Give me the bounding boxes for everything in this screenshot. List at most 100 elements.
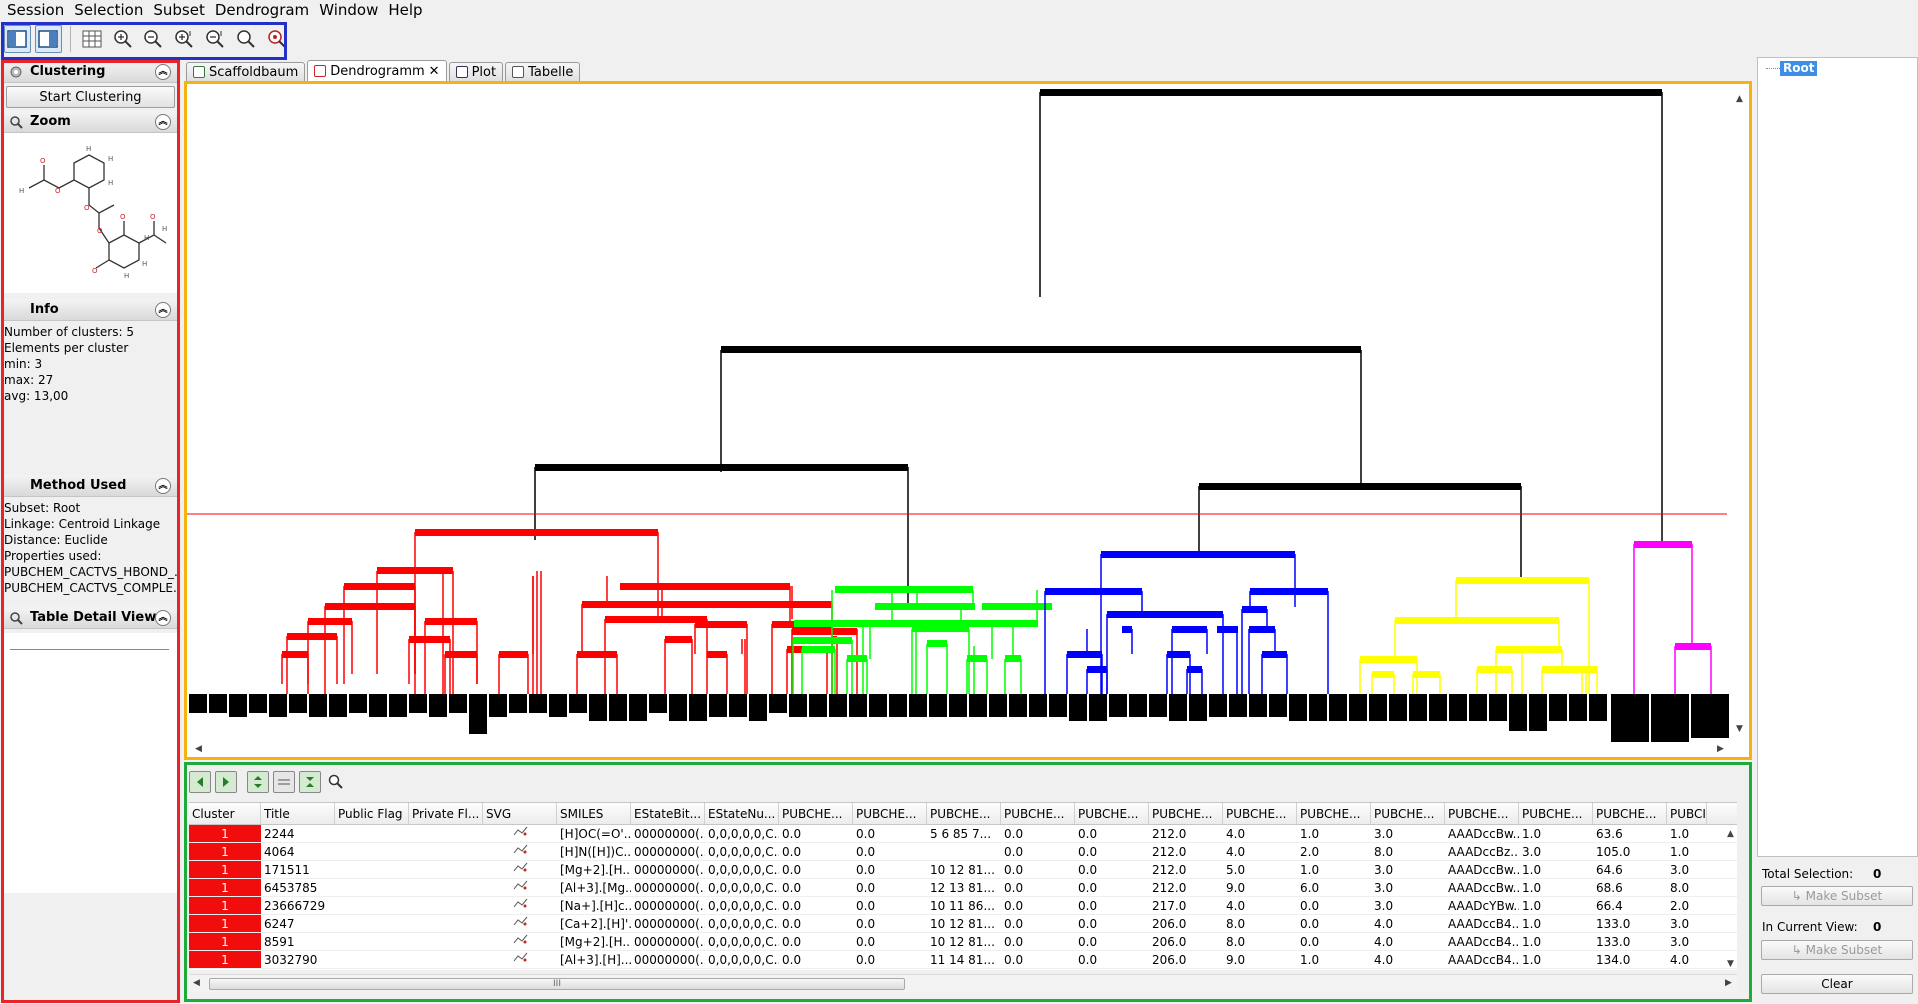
layout-left-icon[interactable] <box>4 25 31 53</box>
column-header[interactable]: PUBCHE... <box>1001 803 1075 824</box>
menu-subset[interactable]: Subset <box>153 1 205 19</box>
zoom-title: Zoom <box>30 114 71 129</box>
column-header[interactable]: PUBCHE... <box>1445 803 1519 824</box>
dendrogram-canvas[interactable] <box>187 84 1749 757</box>
column-header[interactable]: SMILES <box>557 803 631 824</box>
table-cell: 10 12 81... <box>930 917 995 931</box>
dendrogram-view[interactable]: ▲ ▼ ◀ ▶ <box>187 84 1749 757</box>
subset-tree[interactable]: Root <box>1757 57 1918 857</box>
make-subset-view-button[interactable]: ↳ Make Subset <box>1761 940 1913 960</box>
search-icon[interactable] <box>325 771 347 793</box>
data-table[interactable]: Cluster Title Public Flag Private Fl... SVG S… <box>189 802 1737 970</box>
menu-window[interactable]: Window <box>319 1 379 19</box>
column-header[interactable]: PUBCHE... <box>779 803 853 824</box>
next-icon[interactable] <box>215 771 237 793</box>
table-row[interactable]: 1 2244 [H]OC(=O'... 00000000(... 0,0,0,0,0,C… <box>189 825 1737 843</box>
menu-session[interactable]: Session <box>7 1 65 19</box>
zoom-in-icon[interactable] <box>232 25 259 53</box>
table-row[interactable]: 1 8591 [Mg+2].[H... 00000000(... 0,0,0,0,0,C… <box>189 933 1737 951</box>
tab-scaffoldbaum[interactable]: Scaffoldbaum <box>186 62 306 81</box>
column-header[interactable]: PUBCI <box>1667 803 1707 824</box>
collapse-icon[interactable]: ︽ <box>155 114 171 130</box>
tab-dendrogramm[interactable]: Dendrogramm ✕ <box>307 60 447 81</box>
column-header[interactable]: Cluster <box>189 803 261 824</box>
tab-plot[interactable]: Plot <box>448 62 504 81</box>
scroll-up-icon[interactable]: ▲ <box>1736 94 1743 104</box>
table-row[interactable]: 1 6453785 [Al+3].[Mg... 00000000(... 0,0,0,0… <box>189 879 1737 897</box>
make-subset-button[interactable]: ↳ Make Subset <box>1761 886 1913 906</box>
collapse-icon[interactable]: ︽ <box>155 610 171 626</box>
tree-node-root[interactable]: Root <box>1780 61 1818 76</box>
prev-icon[interactable] <box>189 771 211 793</box>
info-header[interactable]: Info ︽ <box>4 299 177 321</box>
zoom-header[interactable]: Zoom ︽ <box>4 111 177 133</box>
menu-help[interactable]: Help <box>388 1 423 19</box>
zoom-in-x-icon[interactable] <box>109 25 136 53</box>
start-clustering-button[interactable]: Start Clustering <box>6 86 175 108</box>
table-cell: 4.0 <box>1226 845 1246 859</box>
table-detail-header[interactable]: Table Detail View ︽ <box>4 607 177 629</box>
column-header[interactable]: Private Fl... <box>409 803 483 824</box>
scrollbar-thumb[interactable]: III <box>209 978 905 990</box>
info-line: Elements per cluster <box>4 341 129 355</box>
clear-button[interactable]: Clear <box>1761 974 1913 994</box>
column-header[interactable]: SVG <box>483 803 557 824</box>
scroll-down-icon[interactable]: ▼ <box>1736 724 1743 734</box>
zoom-out-y-icon[interactable] <box>202 25 229 53</box>
scroll-right-icon[interactable]: ▶ <box>1725 978 1732 988</box>
table-cell: 3.0 <box>1374 899 1394 913</box>
column-header[interactable]: EStateNu... <box>705 803 779 824</box>
column-header[interactable]: EStateBit... <box>631 803 705 824</box>
expand-rows-icon[interactable] <box>247 771 269 793</box>
row-height-icon[interactable] <box>273 771 295 793</box>
scroll-left-icon[interactable]: ◀ <box>195 744 202 754</box>
zoom-reset-icon[interactable] <box>263 25 290 53</box>
scroll-right-icon[interactable]: ▶ <box>1717 744 1724 754</box>
structure-thumbnail-icon <box>483 933 557 950</box>
column-header[interactable]: Title <box>261 803 335 824</box>
column-header[interactable]: PUBCHE... <box>1519 803 1593 824</box>
table-cell: 0.0 <box>856 899 876 913</box>
column-header[interactable]: PUBCHE... <box>1297 803 1371 824</box>
menu-selection[interactable]: Selection <box>74 1 144 19</box>
table-cell: 4.0 <box>1670 953 1690 967</box>
clustering-header[interactable]: Clustering ︽ <box>4 61 177 83</box>
table-row[interactable]: 1 23666729 [Na+].[H]c... 00000000(... 0,0,0,… <box>189 897 1737 915</box>
table-row[interactable]: 1 3032790 [Al+3].[H]... 00000000(... 0,0,0,0… <box>189 951 1737 969</box>
table-cell: AAADccB4... <box>1448 917 1519 931</box>
table-cell: 4.0 <box>1374 953 1394 967</box>
scroll-down-icon[interactable]: ▼ <box>1727 959 1734 969</box>
table-row[interactable]: 1 4064 [H]N([H])C... 00000000(... 0,0,0,0,0,… <box>189 843 1737 861</box>
table-horizontal-scrollbar[interactable]: ◀ III ▶ <box>189 974 1737 992</box>
column-header[interactable]: PUBCHE... <box>853 803 927 824</box>
table-cell: 4.0 <box>1226 827 1246 841</box>
table-row[interactable]: 1 171511 [Mg+2].[H... 00000000(... 0,0,0,0,0… <box>189 861 1737 879</box>
column-header[interactable]: PUBCHE... <box>1223 803 1297 824</box>
collapse-rows-icon[interactable] <box>299 771 321 793</box>
tab-tabelle[interactable]: Tabelle <box>505 62 581 81</box>
table-cell: 1.0 <box>1522 827 1542 841</box>
method-used-header[interactable]: Method Used ︽ <box>4 475 177 497</box>
column-header[interactable]: PUBCHE... <box>1593 803 1667 824</box>
layout-right-icon[interactable] <box>34 25 62 53</box>
close-icon[interactable]: ✕ <box>428 63 440 79</box>
grid-icon[interactable] <box>79 25 106 53</box>
collapse-icon[interactable]: ︽ <box>155 478 171 494</box>
menu-dendrogram[interactable]: Dendrogram <box>214 1 310 19</box>
scroll-left-icon[interactable]: ◀ <box>193 978 200 988</box>
column-header[interactable]: PUBCHE... <box>1371 803 1445 824</box>
column-header[interactable]: PUBCHE... <box>1075 803 1149 824</box>
table-cell: [Al+3].[H]... <box>560 953 631 967</box>
collapse-icon[interactable]: ︽ <box>155 64 171 80</box>
zoom-out-x-icon[interactable] <box>140 25 167 53</box>
structure-thumbnail-icon <box>483 843 557 860</box>
column-header[interactable]: PUBCHE... <box>927 803 1001 824</box>
column-header[interactable]: Public Flag <box>335 803 409 824</box>
table-cell: 3.0 <box>1522 845 1542 859</box>
zoom-in-y-icon[interactable] <box>171 25 198 53</box>
collapse-icon[interactable]: ︽ <box>155 302 171 318</box>
scroll-up-icon[interactable]: ▲ <box>1727 829 1734 839</box>
column-header[interactable]: PUBCHE... <box>1149 803 1223 824</box>
method-line: PUBCHEM_CACTVS_COMPLE... <box>4 581 177 595</box>
